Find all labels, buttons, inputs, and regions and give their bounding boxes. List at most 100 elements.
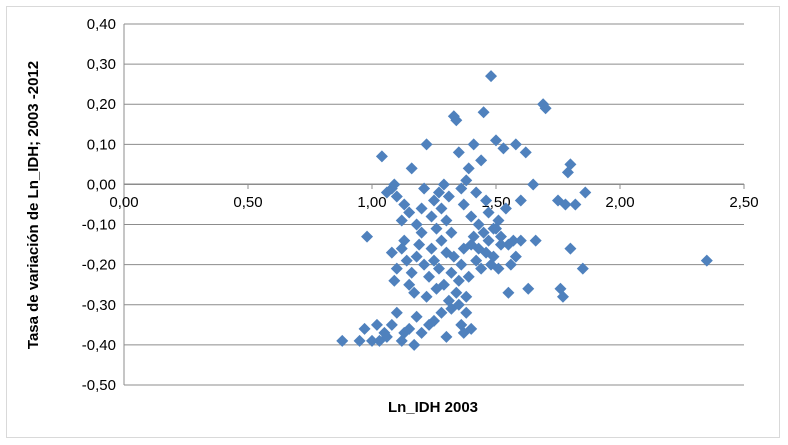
- data-point-diamond: [480, 194, 493, 207]
- data-point-diamond: [457, 198, 470, 211]
- data-point-diamond: [403, 322, 416, 335]
- data-point-diamond: [497, 142, 510, 155]
- data-point-diamond: [470, 254, 483, 267]
- y-tick-label: 0,00: [87, 176, 116, 193]
- data-point-diamond: [477, 106, 490, 119]
- y-tick-label: -0,30: [82, 297, 116, 314]
- data-point-diamond: [435, 234, 448, 247]
- grid-lines: [124, 23, 744, 386]
- x-tick-label: 0,00: [109, 194, 138, 211]
- data-point-diamond: [539, 102, 552, 115]
- y-tick-label: -0,40: [82, 337, 116, 354]
- data-point-diamond: [410, 250, 423, 263]
- data-point-diamond: [442, 294, 455, 307]
- x-tick-label: 1,00: [357, 194, 386, 211]
- y-axis-title: Tasa de variación de Ln_IDH; 2003 -2012: [25, 61, 42, 349]
- data-point-diamond: [390, 306, 403, 319]
- data-point-diamond: [482, 234, 495, 247]
- data-point-diamond: [455, 258, 468, 271]
- data-point-diamond: [398, 198, 411, 211]
- x-tick-label: 2,00: [605, 194, 634, 211]
- data-point-diamond: [467, 138, 480, 151]
- data-point-diamond: [559, 198, 572, 211]
- data-point-diamond: [455, 182, 468, 195]
- data-point-diamond: [467, 230, 480, 243]
- data-point-diamond: [435, 202, 448, 215]
- data-point-diamond: [410, 310, 423, 323]
- data-point-diamond: [490, 134, 502, 147]
- data-point-diamond: [475, 262, 488, 275]
- data-point-diamond: [527, 178, 540, 191]
- data-point-diamond: [420, 138, 433, 151]
- data-point-diamond: [440, 214, 453, 227]
- data-point-diamond: [452, 298, 465, 311]
- data-point-diamond: [440, 330, 453, 343]
- data-point-diamond: [388, 274, 401, 287]
- data-point-diamond: [514, 194, 527, 207]
- data-point-diamond: [413, 238, 426, 251]
- data-point-diamond: [564, 158, 577, 171]
- data-point-diamond: [509, 138, 522, 151]
- data-point-diamond: [462, 162, 475, 175]
- data-point-diamond: [452, 146, 465, 159]
- data-point-diamond: [522, 282, 535, 295]
- data-point-diamond: [385, 318, 398, 331]
- data-point-diamond: [447, 250, 460, 263]
- data-point-diamond: [502, 238, 515, 251]
- data-point-diamond: [418, 258, 431, 271]
- data-point-diamond: [452, 274, 465, 287]
- data-point-diamond: [490, 222, 502, 235]
- data-point-diamond: [472, 218, 485, 231]
- axes: [123, 24, 745, 385]
- data-point-diamond: [428, 254, 440, 267]
- data-point-diamond: [460, 306, 473, 319]
- data-point-diamond: [435, 306, 448, 319]
- y-tick-label: 0,30: [87, 56, 116, 73]
- data-point-diamond: [437, 278, 450, 291]
- chart-frame: [6, 6, 780, 438]
- data-point-diamond: [494, 230, 507, 243]
- data-point-diamond: [460, 290, 473, 303]
- data-point-diamond: [353, 334, 366, 347]
- data-point-diamond: [403, 206, 416, 219]
- data-point-diamond: [408, 286, 421, 299]
- data-point-diamond: [556, 290, 569, 303]
- data-point-diamond: [415, 202, 428, 215]
- x-tick-label: 2,50: [729, 194, 758, 211]
- data-point-diamond: [366, 334, 378, 347]
- data-point-diamond: [405, 266, 418, 279]
- data-point-diamond: [576, 262, 589, 275]
- data-point-diamond: [432, 262, 445, 275]
- data-point-diamond: [390, 262, 403, 275]
- data-point-diamond: [470, 186, 483, 199]
- y-tick-label: -0,20: [82, 257, 116, 274]
- data-point-diamond: [465, 210, 478, 223]
- data-point-diamond: [398, 234, 411, 247]
- data-point-diamond: [358, 322, 371, 335]
- data-point-diamond: [418, 182, 431, 195]
- data-point-diamond: [569, 198, 582, 211]
- data-point-diamond: [425, 210, 438, 223]
- data-point-diamond: [388, 178, 401, 191]
- data-point-diamond: [482, 206, 495, 219]
- data-point-diamond: [450, 114, 463, 127]
- data-point-diamond: [492, 262, 505, 275]
- data-point-diamond: [494, 238, 507, 251]
- data-point-diamond: [390, 190, 403, 203]
- data-point-diamond: [487, 250, 500, 263]
- data-point-diamond: [462, 270, 475, 283]
- y-tick-label: 0,10: [87, 136, 116, 153]
- data-point-diamond: [361, 230, 374, 243]
- data-point-diamond: [428, 314, 440, 327]
- data-point-diamond: [410, 218, 423, 231]
- y-tick-label: -0,10: [82, 217, 116, 234]
- data-point-diamond: [336, 334, 349, 347]
- data-point-diamond: [700, 254, 713, 267]
- data-point-diamond: [428, 194, 440, 207]
- data-point-diamond: [445, 266, 458, 279]
- data-point-diamond: [519, 146, 532, 159]
- x-axis-title: Ln_IDH 2003: [388, 399, 478, 416]
- data-point-diamond: [445, 226, 458, 239]
- data-point-diamond: [423, 270, 436, 283]
